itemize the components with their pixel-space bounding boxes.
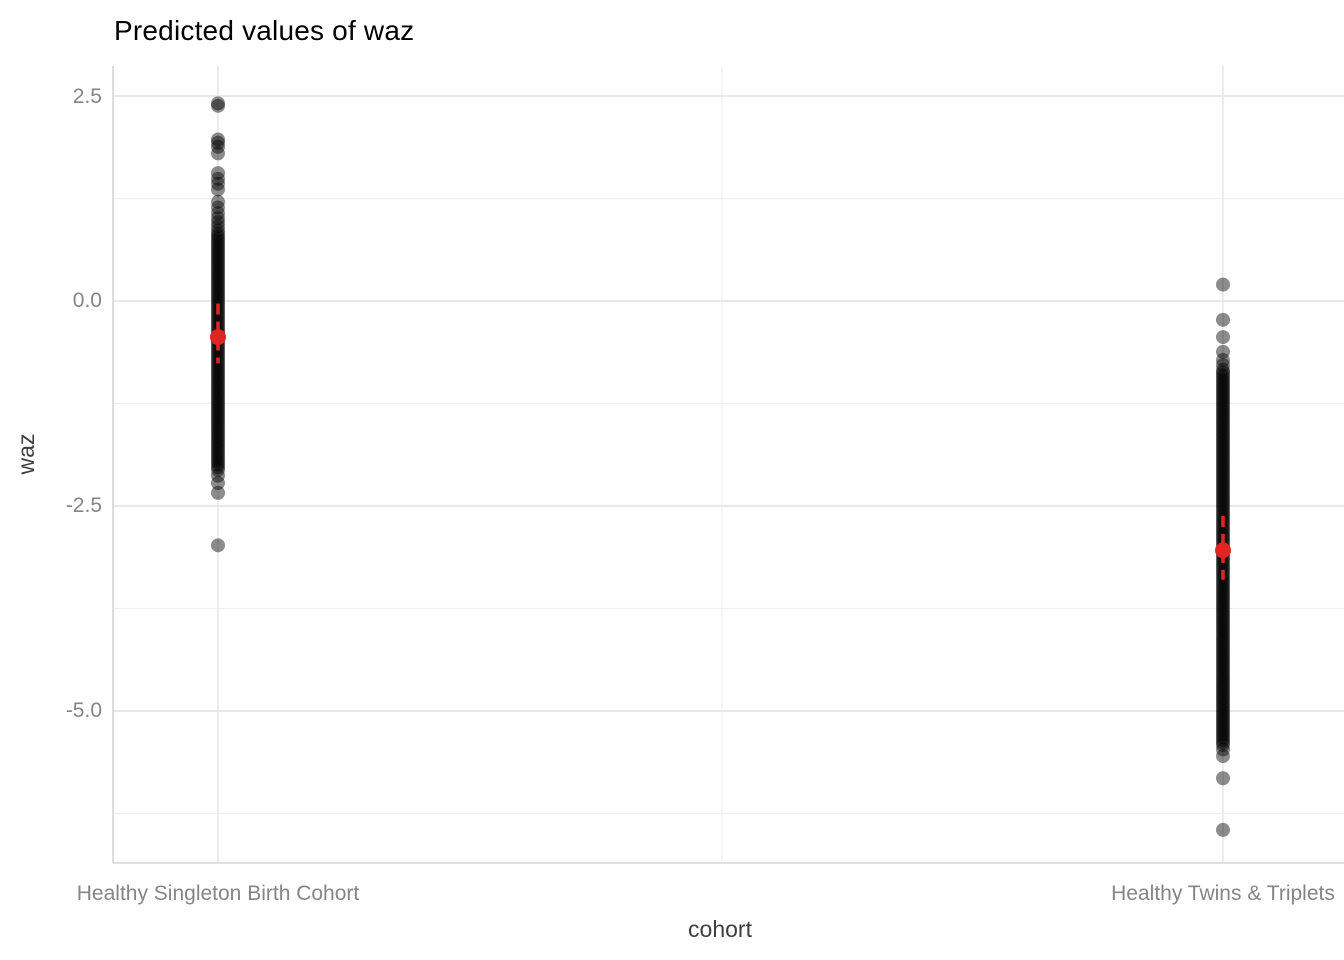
x-tick-label-singleton: Healthy Singleton Birth Cohort	[76, 882, 360, 905]
y-axis-title: waz	[13, 433, 39, 475]
x-axis-title: cohort	[688, 916, 752, 942]
y-tick-label: 2.5	[72, 85, 102, 108]
y-tick-label: 0.0	[72, 289, 102, 312]
y-tick-label: -5.0	[65, 699, 102, 722]
y-tick-label: -2.5	[65, 494, 102, 517]
x-tick-label-twins: Healthy Twins & Triplets	[1111, 882, 1335, 905]
chart-title: Predicted values of waz	[114, 15, 415, 46]
